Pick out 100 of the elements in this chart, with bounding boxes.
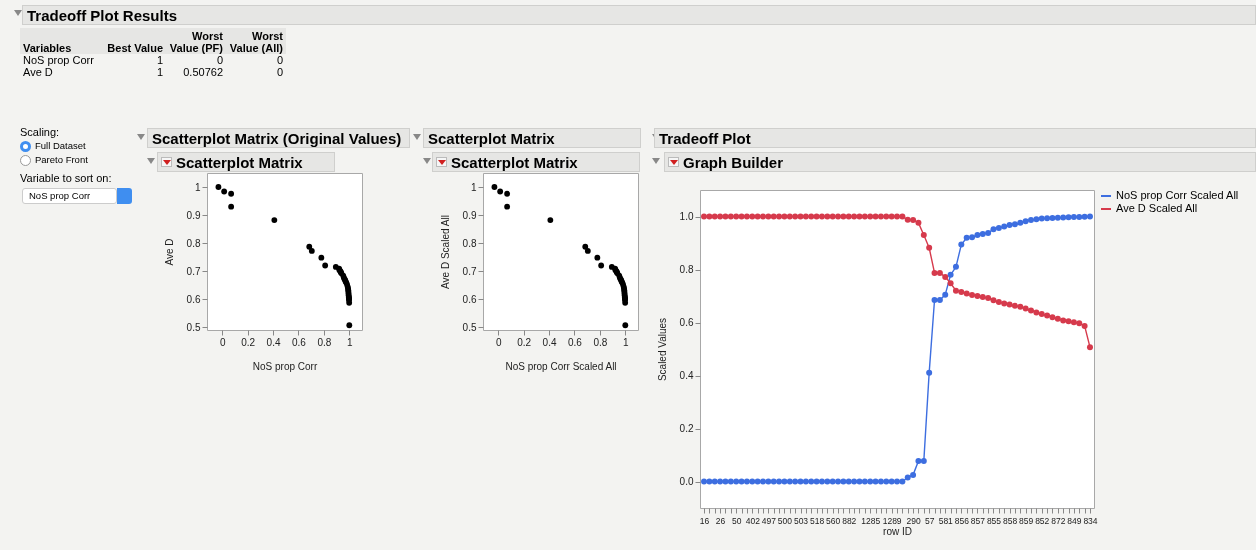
text: Pareto Front — [35, 154, 88, 165]
point — [504, 190, 511, 197]
x-tick-label: 1285 — [861, 515, 881, 526]
point — [622, 322, 629, 329]
text: Tradeoff Plot Results — [22, 5, 1256, 25]
x-tick-label: 0.4 — [542, 336, 557, 348]
chart-subtitle: Graph Builder — [664, 152, 1256, 172]
x-tick-label: 57 — [924, 515, 935, 526]
dropdown-field: NoS prop Corr — [22, 188, 117, 204]
x-axis-title: NoS prop Corr Scaled All — [505, 360, 617, 372]
x-tick-label: 0 — [495, 336, 502, 348]
x-tick-label: 560 — [826, 515, 841, 526]
point — [504, 203, 511, 210]
y-tick-label: 0.4 — [679, 370, 694, 381]
x-axis-title: NoS prop Corr — [252, 360, 318, 372]
text: Ave D — [22, 66, 54, 78]
y-tick-label: 0.6 — [186, 293, 201, 305]
x-tick-label: 852 — [1035, 515, 1050, 526]
x-tick-label: 882 — [842, 515, 857, 526]
y-tick-label: 0.8 — [679, 264, 694, 275]
x-tick-label: 0 — [219, 336, 226, 348]
x-tick-label: 0.6 — [292, 336, 307, 348]
x-tick-label: 503 — [793, 515, 809, 526]
y-tick-label: 0.7 — [462, 265, 477, 277]
chart-subtitle: Scatterplot Matrix — [157, 152, 335, 172]
y-tick-label: 0.7 — [186, 265, 201, 277]
y-tick-label: 0.8 — [462, 237, 477, 249]
text: 0 — [275, 54, 284, 66]
text: 1 — [155, 54, 164, 66]
point — [491, 184, 498, 190]
text: 0 — [215, 54, 224, 66]
x-tick-label: 26 — [715, 515, 726, 526]
x-tick-label: 0.2 — [517, 336, 532, 348]
point — [547, 217, 554, 224]
x-tick-label: 855 — [986, 515, 1002, 526]
point — [584, 248, 591, 254]
y-tick-label: 0.9 — [186, 209, 201, 221]
point — [271, 217, 278, 224]
x-tick-label: 1289 — [882, 515, 902, 526]
x-tick-label: 50 — [731, 515, 742, 526]
y-tick-label: 0.6 — [462, 293, 477, 305]
y-axis-title: Scaled Values — [656, 317, 668, 382]
chart-title: Scatterplot Matrix (Original Values) — [147, 128, 410, 148]
point — [308, 248, 315, 254]
x-tick-label: 857 — [970, 515, 986, 526]
x-tick-label: 0.8 — [593, 336, 608, 348]
x-tick-label: 1 — [623, 336, 630, 348]
x-tick-label: 1 — [347, 336, 354, 348]
x-tick-label: 872 — [1051, 515, 1066, 526]
point — [221, 188, 228, 195]
point — [306, 243, 313, 250]
y-tick-label: 1 — [194, 181, 201, 193]
y-tick-label: 0.8 — [186, 237, 201, 249]
point — [594, 254, 601, 261]
x-tick-label: 497 — [761, 515, 777, 526]
x-tick-label: 858 — [1002, 515, 1018, 526]
chart-title: Tradeoff Plot — [654, 128, 1256, 148]
x-tick-label: 581 — [938, 515, 954, 526]
x-tick-label: 834 — [1083, 515, 1098, 526]
text: Scaling: — [20, 126, 60, 138]
text: Full Dataset — [35, 140, 86, 151]
legend-label: NoS prop Corr Scaled All — [1116, 189, 1239, 201]
x-tick-label: 0.2 — [241, 336, 256, 348]
point — [318, 254, 325, 261]
x-tick-label: 0.4 — [266, 336, 281, 348]
point — [322, 262, 329, 269]
point — [215, 184, 222, 190]
x-tick-label: 859 — [1019, 515, 1034, 526]
x-tick-label: 500 — [777, 515, 793, 526]
y-tick-label: 0.9 — [462, 209, 477, 221]
y-tick-label: 0.5 — [462, 321, 477, 333]
point — [346, 322, 353, 329]
x-axis-title: row ID — [883, 526, 912, 537]
y-tick-label: 0.6 — [679, 317, 694, 328]
y-axis-title: Ave D Scaled All — [439, 215, 451, 289]
y-tick-label: 0.2 — [679, 423, 694, 434]
y-tick-label: 0.5 — [186, 321, 201, 333]
text: 1 — [155, 66, 164, 78]
x-tick-label: 0.8 — [317, 336, 332, 348]
point — [582, 243, 589, 250]
text: 0.50762 — [182, 66, 224, 78]
chart-subtitle: Scatterplot Matrix — [432, 152, 640, 172]
point — [228, 203, 235, 210]
text: Variable to sort on: — [20, 172, 112, 184]
text: 0 — [275, 66, 284, 78]
x-tick-label: 518 — [810, 515, 825, 526]
y-axis-title: Ave D — [163, 238, 175, 266]
y-tick-label: 1 — [470, 181, 477, 193]
chart-title: Scatterplot Matrix — [423, 128, 641, 148]
y-tick-label: 0.0 — [679, 476, 694, 487]
legend-label: Ave D Scaled All — [1116, 202, 1198, 214]
x-tick-label: 0.6 — [568, 336, 583, 348]
point — [228, 190, 235, 197]
point — [598, 262, 605, 269]
x-tick-label: 290 — [906, 515, 921, 526]
x-tick-label: 16 — [699, 515, 710, 526]
y-tick-label: 1.0 — [679, 211, 694, 222]
x-tick-label: 849 — [1067, 515, 1082, 526]
x-tick-label: 856 — [954, 515, 970, 526]
x-tick-label: 402 — [745, 515, 761, 526]
